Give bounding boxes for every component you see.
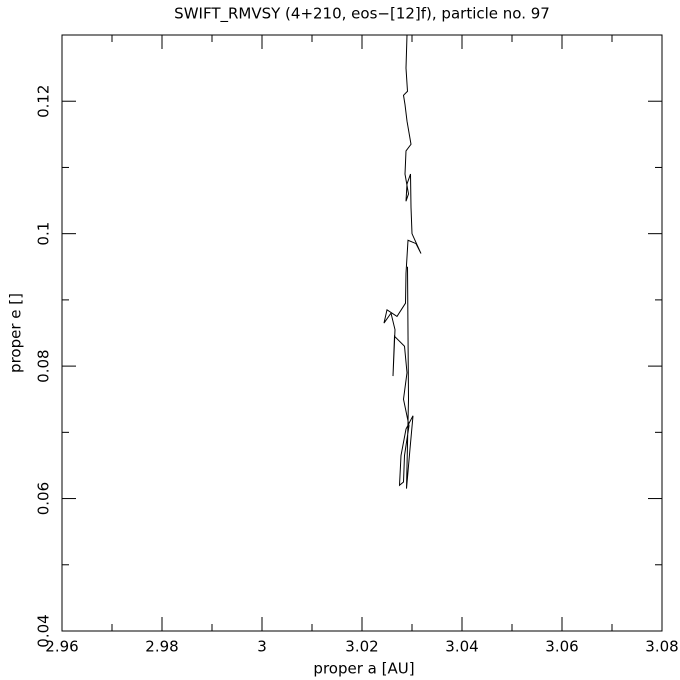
x-tick-label: 3.02 <box>345 638 378 656</box>
y-tick-label: 0.04 <box>35 614 53 647</box>
y-tick-label: 0.1 <box>35 222 53 246</box>
x-tick-label: 3.08 <box>645 638 678 656</box>
y-axis-label: proper e [] <box>7 293 25 373</box>
x-tick-label: 3.06 <box>545 638 578 656</box>
y-tick-label: 0.06 <box>35 482 53 515</box>
x-tick-label: 3 <box>257 638 267 656</box>
x-tick-label: 2.98 <box>145 638 178 656</box>
data-line <box>383 34 422 489</box>
y-tick-label: 0.08 <box>35 349 53 382</box>
y-tick-label: 0.12 <box>35 85 53 118</box>
x-axis-label: proper a [AU] <box>313 660 414 678</box>
x-tick-label: 2.96 <box>45 638 78 656</box>
x-tick-label: 3.04 <box>445 638 478 656</box>
chart-title: SWIFT_RMVSY (4+210, eos−[12]f), particle… <box>174 5 550 24</box>
